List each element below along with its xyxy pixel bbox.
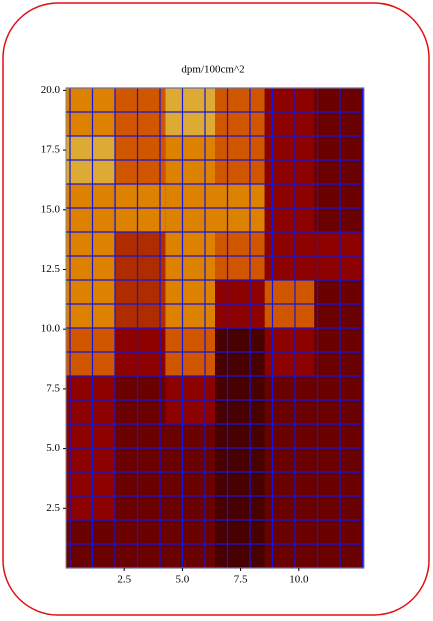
y-tick-label: 10.0 [41, 323, 61, 335]
y-tick-label: 5.0 [46, 442, 60, 454]
chart: dpm/100cm^2 2.5 5.0 7.5 10.0 12.5 15.0 17.5 20.… [0, 0, 433, 621]
y-tick-label: 12.5 [41, 263, 61, 275]
y-tick-label: 17.5 [41, 144, 61, 156]
y-tick-label: 7.5 [46, 382, 60, 394]
x-tick-label: 2.5 [117, 574, 131, 586]
page: dpm/100cm^2 2.5 5.0 7.5 10.0 12.5 15.0 17.5 20.… [0, 0, 433, 621]
x-tick-label: 7.5 [234, 574, 248, 586]
blue-grid [66, 88, 364, 568]
x-tick-label: 5.0 [176, 574, 190, 586]
y-tick-label: 15.0 [41, 203, 61, 215]
y-tick-label: 2.5 [46, 502, 60, 514]
x-tick-label: 10.0 [289, 574, 309, 586]
y-tick-label: 20.0 [41, 84, 61, 96]
chart-title: dpm/100cm^2 [181, 64, 244, 76]
